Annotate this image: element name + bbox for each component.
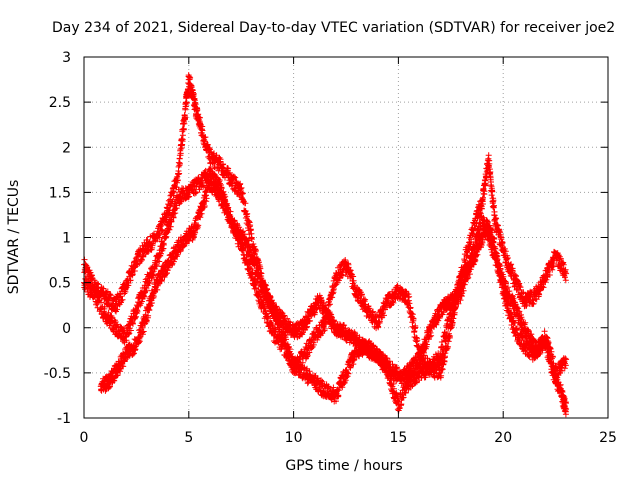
x-axis-label: GPS time / hours	[285, 458, 402, 474]
y-tick-label: 2.5	[49, 95, 71, 111]
x-tick-labels: 0 5 10 15 20 25	[80, 430, 617, 446]
y-axis-label: SDTVAR / TECUs	[6, 180, 22, 295]
x-tick-label: 15	[389, 430, 407, 446]
x-tick-label: 0	[80, 430, 89, 446]
data-points	[81, 72, 570, 418]
chart-title: Day 234 of 2021, Sidereal Day-to-day VTE…	[52, 20, 615, 36]
x-tick-label: 25	[599, 430, 617, 446]
series-trace	[98, 175, 569, 418]
x-tick-label: 5	[184, 430, 193, 446]
y-tick-label: 2	[62, 140, 71, 156]
y-tick-label: 1.5	[49, 185, 71, 201]
y-tick-label: -1	[57, 411, 71, 427]
x-tick-label: 20	[494, 430, 512, 446]
y-tick-label: -0.5	[44, 366, 71, 382]
y-tick-label: 0	[62, 321, 71, 337]
axis-ticks	[83, 56, 609, 419]
x-tick-label: 10	[285, 430, 303, 446]
y-tick-label: 0.5	[49, 276, 71, 292]
y-tick-label: 3	[62, 50, 71, 66]
y-tick-label: 1	[62, 231, 71, 247]
y-tick-labels: -1 -0.5 0 0.5 1 1.5 2 2.5 3	[44, 50, 71, 427]
series-3	[97, 175, 570, 418]
